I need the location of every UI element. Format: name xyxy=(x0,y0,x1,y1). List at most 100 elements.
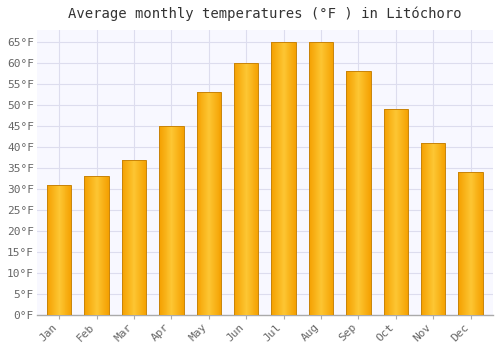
Bar xyxy=(202,92,203,315)
Title: Average monthly temperatures (°F ) in Litóchoro: Average monthly temperatures (°F ) in Li… xyxy=(68,7,462,21)
Bar xyxy=(71,185,72,315)
Bar xyxy=(138,160,139,315)
Bar xyxy=(432,143,434,315)
Bar xyxy=(179,126,180,315)
Bar xyxy=(386,109,387,315)
Bar xyxy=(92,176,93,315)
Bar xyxy=(316,42,317,315)
Bar xyxy=(431,143,432,315)
Bar xyxy=(101,176,102,315)
Bar xyxy=(210,92,212,315)
Bar xyxy=(397,109,398,315)
Bar xyxy=(402,109,403,315)
Bar xyxy=(127,160,128,315)
Bar xyxy=(462,172,463,315)
Bar xyxy=(327,42,328,315)
Bar xyxy=(407,109,408,315)
Bar xyxy=(234,63,235,315)
Bar xyxy=(133,160,134,315)
Bar xyxy=(94,176,95,315)
Bar xyxy=(458,172,483,315)
Bar xyxy=(324,42,325,315)
Bar xyxy=(93,176,94,315)
Bar xyxy=(273,42,274,315)
Bar xyxy=(319,42,320,315)
Bar xyxy=(364,71,365,315)
Bar xyxy=(237,63,238,315)
Bar xyxy=(443,143,444,315)
Bar xyxy=(200,92,201,315)
Bar xyxy=(311,42,312,315)
Bar xyxy=(50,185,51,315)
Bar xyxy=(326,42,327,315)
Bar xyxy=(318,42,319,315)
Bar xyxy=(243,63,244,315)
Bar xyxy=(137,160,138,315)
Bar xyxy=(346,71,370,315)
Bar xyxy=(473,172,474,315)
Bar xyxy=(272,42,295,315)
Bar xyxy=(366,71,367,315)
Bar xyxy=(325,42,326,315)
Bar xyxy=(406,109,407,315)
Bar xyxy=(48,185,49,315)
Bar xyxy=(124,160,125,315)
Bar xyxy=(436,143,437,315)
Bar xyxy=(477,172,478,315)
Bar xyxy=(169,126,170,315)
Bar xyxy=(57,185,58,315)
Bar xyxy=(132,160,133,315)
Bar xyxy=(293,42,294,315)
Bar xyxy=(360,71,361,315)
Bar xyxy=(309,42,333,315)
Bar xyxy=(365,71,366,315)
Bar xyxy=(67,185,68,315)
Bar xyxy=(361,71,362,315)
Bar xyxy=(309,42,310,315)
Bar xyxy=(54,185,55,315)
Bar xyxy=(421,143,446,315)
Bar xyxy=(442,143,443,315)
Bar xyxy=(435,143,436,315)
Bar xyxy=(177,126,178,315)
Bar xyxy=(168,126,169,315)
Bar xyxy=(182,126,183,315)
Bar xyxy=(134,160,135,315)
Bar xyxy=(387,109,388,315)
Bar xyxy=(199,92,200,315)
Bar xyxy=(176,126,178,315)
Bar xyxy=(105,176,106,315)
Bar xyxy=(123,160,124,315)
Bar xyxy=(434,143,435,315)
Bar xyxy=(160,126,161,315)
Bar xyxy=(314,42,315,315)
Bar xyxy=(466,172,468,315)
Bar xyxy=(238,63,239,315)
Bar xyxy=(60,185,61,315)
Bar xyxy=(248,63,249,315)
Bar xyxy=(323,42,324,315)
Bar xyxy=(357,71,358,315)
Bar xyxy=(362,71,363,315)
Bar xyxy=(352,71,353,315)
Bar xyxy=(367,71,368,315)
Bar xyxy=(174,126,175,315)
Bar xyxy=(433,143,434,315)
Bar xyxy=(69,185,70,315)
Bar xyxy=(197,92,198,315)
Bar xyxy=(85,176,86,315)
Bar xyxy=(201,92,202,315)
Bar xyxy=(313,42,314,315)
Bar xyxy=(241,63,242,315)
Bar xyxy=(251,63,252,315)
Bar xyxy=(282,42,283,315)
Bar xyxy=(240,63,241,315)
Bar xyxy=(279,42,280,315)
Bar xyxy=(210,92,211,315)
Bar xyxy=(216,92,217,315)
Bar xyxy=(276,42,277,315)
Bar xyxy=(167,126,168,315)
Bar xyxy=(244,63,246,315)
Bar xyxy=(206,92,207,315)
Bar xyxy=(405,109,406,315)
